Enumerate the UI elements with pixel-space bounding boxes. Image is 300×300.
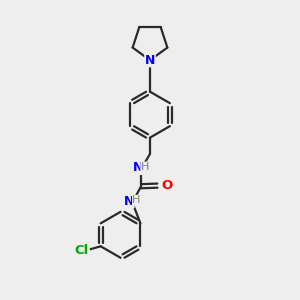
Text: N: N bbox=[124, 195, 134, 208]
Text: H: H bbox=[140, 162, 149, 172]
Text: H: H bbox=[132, 195, 141, 205]
Text: N: N bbox=[145, 54, 155, 67]
Text: O: O bbox=[161, 179, 173, 192]
Text: N: N bbox=[132, 161, 143, 175]
Text: Cl: Cl bbox=[75, 244, 89, 257]
